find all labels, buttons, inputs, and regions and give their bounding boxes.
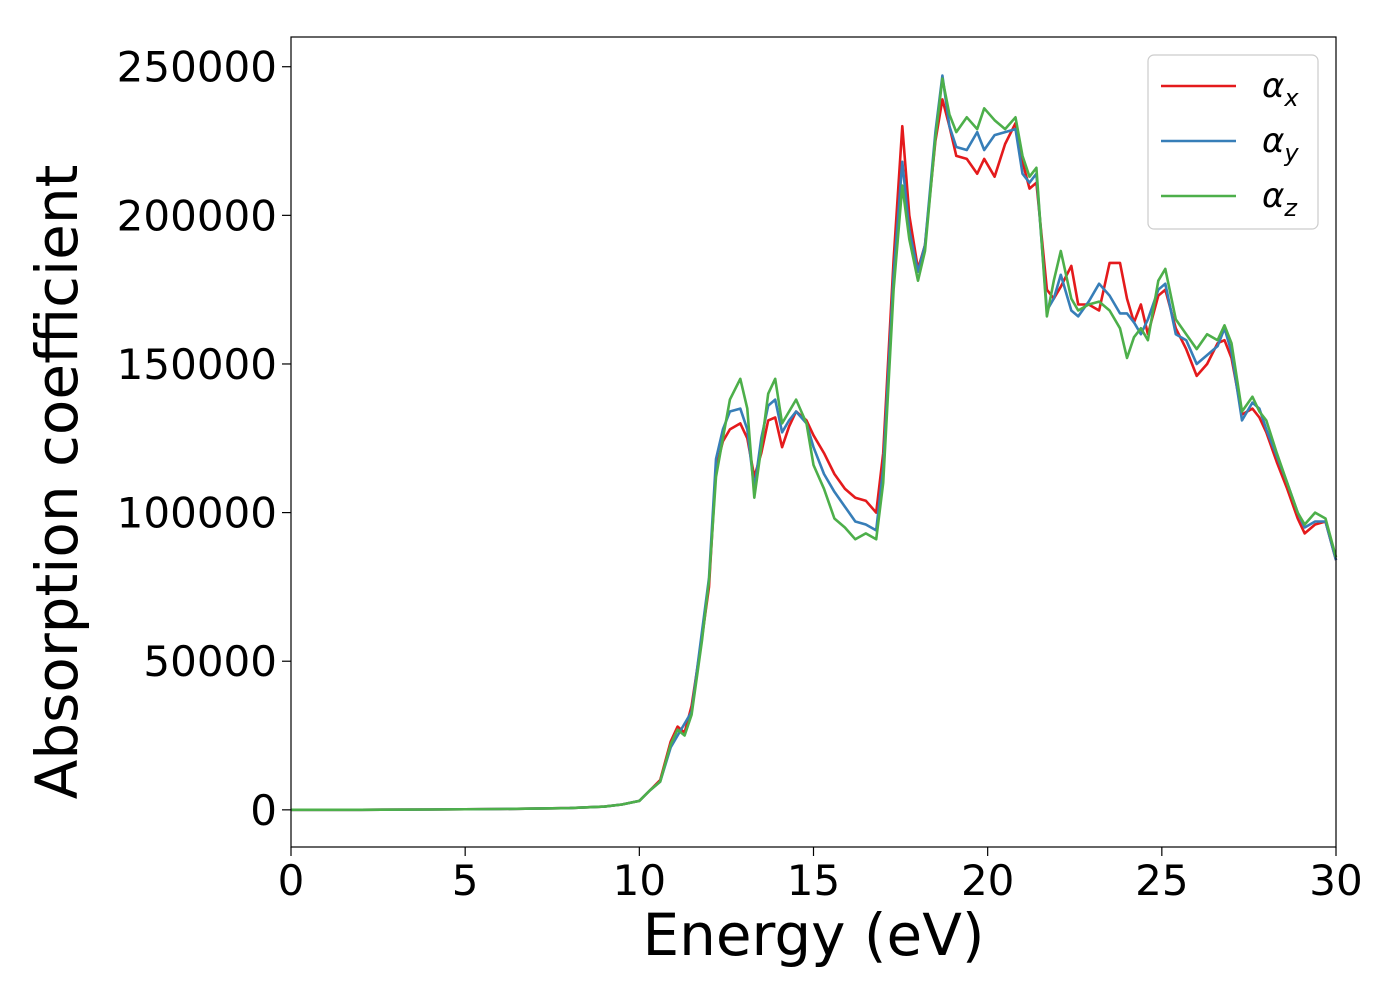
- legend-subscript: x: [1283, 84, 1299, 112]
- x-tick-label: 5: [452, 856, 479, 905]
- y-tick-label: 50000: [143, 637, 277, 686]
- y-tick-label: 0: [250, 786, 277, 835]
- x-axis: 0 5 10 15 20 25 30: [278, 847, 1363, 905]
- legend-symbol: α: [1262, 121, 1284, 161]
- y-tick-label: 250000: [117, 43, 277, 92]
- legend-symbol: α: [1262, 176, 1284, 216]
- y-tick-label: 200000: [117, 191, 277, 240]
- x-tick-label: 0: [278, 856, 305, 905]
- x-tick-label: 20: [961, 856, 1014, 905]
- series-lines: [291, 74, 1338, 812]
- x-tick-label: 10: [613, 856, 666, 905]
- y-tick-label: 150000: [117, 340, 277, 389]
- series-line-z: [291, 77, 1338, 812]
- legend-subscript: y: [1283, 139, 1299, 167]
- x-tick-label: 30: [1309, 856, 1362, 905]
- x-tick-label: 15: [787, 856, 840, 905]
- x-axis-label: Energy (eV): [642, 901, 984, 969]
- legend-entry: αx: [1262, 66, 1299, 112]
- legend-entry: αy: [1262, 121, 1299, 167]
- legend-entry: αz: [1262, 176, 1298, 222]
- legend-symbol: α: [1262, 66, 1284, 106]
- y-axis: 0 50000 100000 150000 200000 250000: [117, 43, 291, 835]
- x-tick-label: 25: [1135, 856, 1188, 905]
- y-tick-label: 100000: [117, 489, 277, 538]
- y-axis-label: Absorption coefficient: [23, 165, 91, 800]
- legend-subscript: z: [1283, 194, 1298, 222]
